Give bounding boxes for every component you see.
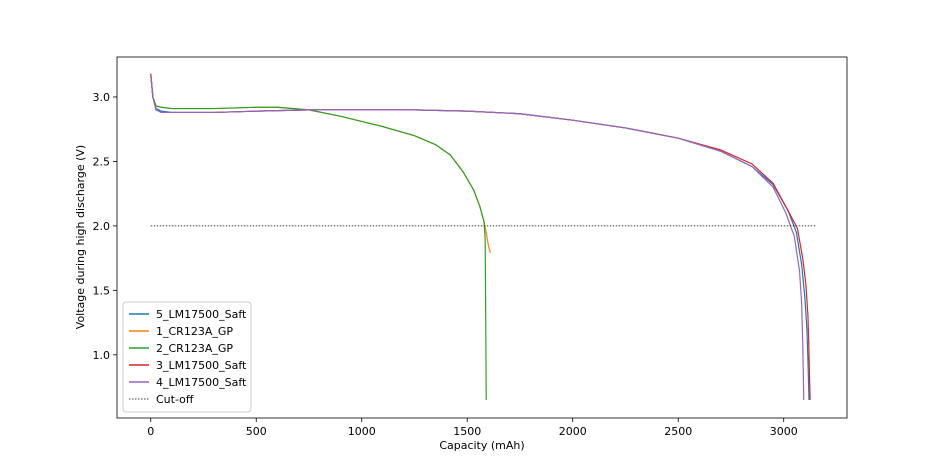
legend-label: 1_CR123A_GP (156, 325, 233, 338)
y-tick-label: 2.0 (93, 220, 111, 233)
x-tick-label: 3000 (770, 425, 798, 438)
x-tick-label: 500 (246, 425, 267, 438)
y-tick-label: 1.5 (93, 284, 111, 297)
x-tick-label: 0 (147, 425, 154, 438)
x-axis-label: Capacity (mAh) (439, 439, 524, 452)
x-tick-label: 2500 (664, 425, 692, 438)
legend-label: 3_LM17500_Saft (156, 359, 247, 372)
y-tick-label: 2.5 (93, 155, 111, 168)
series-line (150, 73, 487, 400)
x-tick-label: 2000 (559, 425, 587, 438)
legend-label: 2_CR123A_GP (156, 342, 233, 355)
series-line (150, 74, 805, 400)
y-axis-label: Voltage during high discharge (V) (74, 145, 87, 329)
plot-frame (116, 56, 848, 419)
x-tick-label: 1000 (348, 425, 376, 438)
legend-label: Cut-off (156, 393, 194, 406)
y-tick-label: 3.0 (93, 91, 111, 104)
y-tick-label: 1.0 (93, 349, 111, 362)
legend-label: 5_LM17500_Saft (156, 308, 247, 321)
x-tick-label: 1500 (453, 425, 481, 438)
legend-label: 4_LM17500_Saft (156, 376, 247, 389)
legend-box (122, 301, 252, 413)
